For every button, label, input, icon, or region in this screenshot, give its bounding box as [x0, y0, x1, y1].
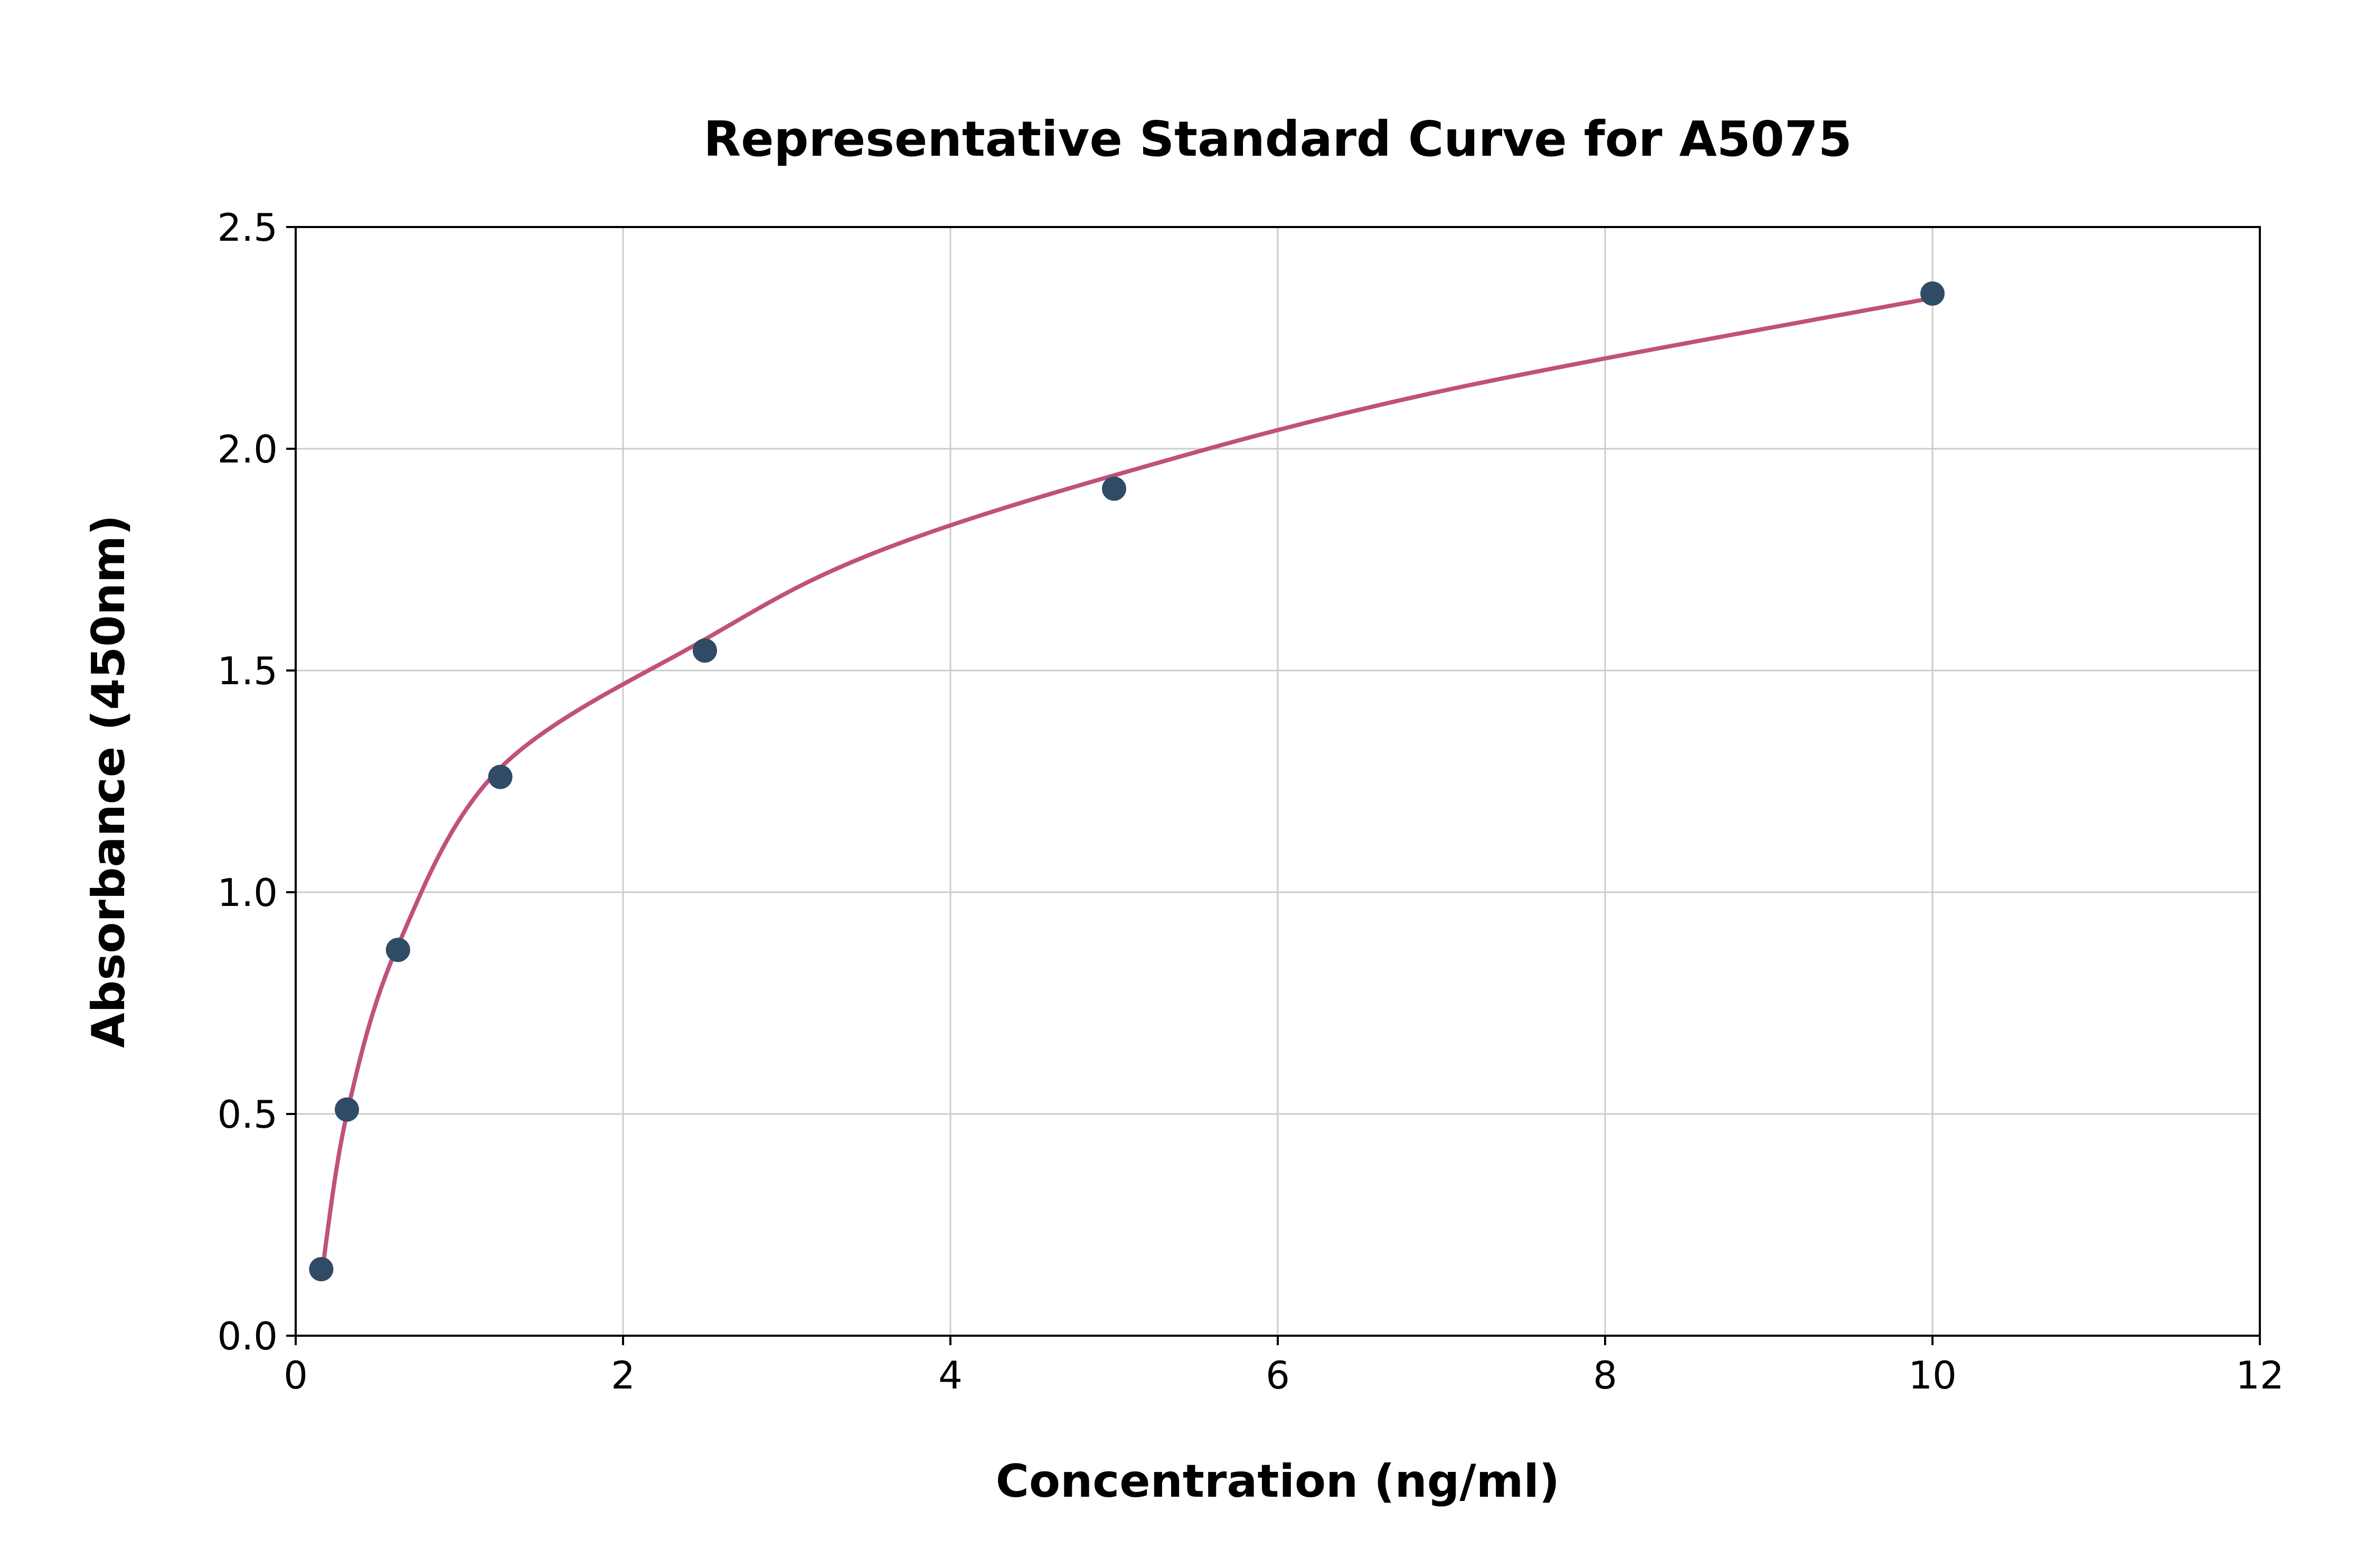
x-tick-label: 6: [1266, 1353, 1290, 1397]
y-tick-label: 2.0: [217, 427, 278, 471]
y-tick-label: 2.5: [217, 205, 278, 250]
x-tick-label: 8: [1593, 1353, 1617, 1397]
data-point: [1920, 281, 1945, 306]
y-tick-label: 1.0: [217, 871, 278, 915]
x-tick-label: 10: [1908, 1353, 1957, 1397]
y-axis-label: Absorbance (450nm): [82, 515, 135, 1048]
data-point: [488, 764, 513, 789]
plot-area: 0 2 4 6 8 10 12 0.0 0.5 1.0 1.5 2.0 2.5: [217, 205, 2284, 1397]
x-tick-label: 0: [284, 1353, 308, 1397]
chart-title: Representative Standard Curve for A5075: [703, 111, 1852, 167]
data-point: [335, 1097, 359, 1122]
fitted-curve: [319, 296, 1935, 1280]
y-tick-label: 1.5: [217, 649, 278, 693]
data-point: [693, 638, 717, 663]
data-point: [385, 938, 410, 962]
x-tick-label: 4: [938, 1353, 963, 1397]
data-point: [309, 1257, 334, 1281]
x-axis-label: Concentration (ng/ml): [996, 1455, 1560, 1508]
y-tick-label: 0.5: [217, 1092, 278, 1137]
data-point: [1102, 476, 1126, 501]
x-tick-label: 12: [2236, 1353, 2284, 1397]
x-tick-label: 2: [611, 1353, 635, 1397]
y-tick-label: 0.0: [217, 1314, 278, 1358]
